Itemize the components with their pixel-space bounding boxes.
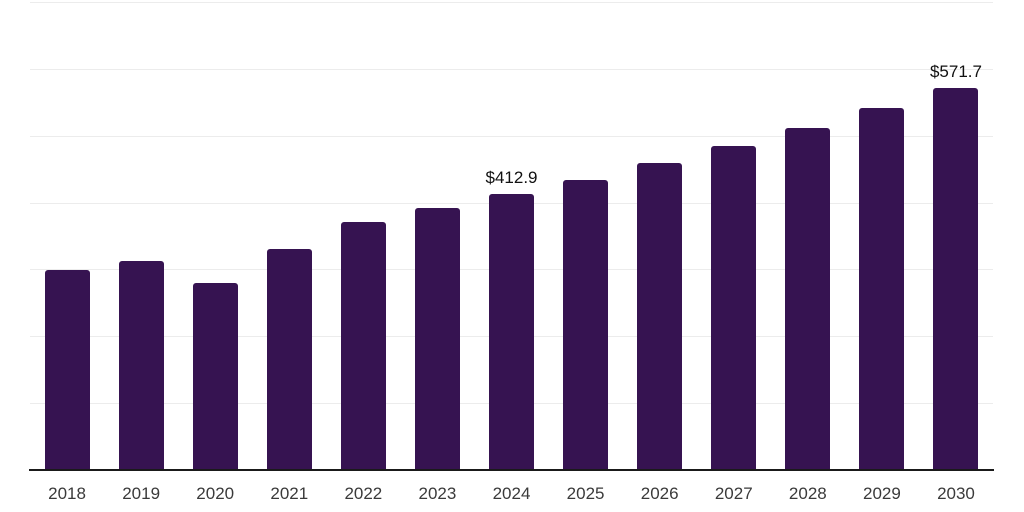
bar-2027 <box>711 145 757 470</box>
x-tick-label-2022: 2022 <box>344 484 383 503</box>
x-tick-label-2021: 2021 <box>270 484 309 503</box>
bar-2029 <box>859 107 905 470</box>
x-tick-label-2020: 2020 <box>196 484 235 503</box>
x-tick-label-2019: 2019 <box>122 484 161 503</box>
bar-value-label-2024: $412.9 <box>485 167 538 187</box>
bar-slot-2018 <box>30 2 104 470</box>
x-tick-label-2025: 2025 <box>566 484 605 503</box>
x-tick-label-2024: 2024 <box>492 484 531 503</box>
bar-slot-2025 <box>549 2 623 470</box>
bar-slot-2019 <box>104 2 178 470</box>
bar-2020 <box>192 282 238 470</box>
x-tick-label-2027: 2027 <box>714 484 753 503</box>
bar-value-label-2030: $571.7 <box>929 61 982 81</box>
gridline <box>30 68 993 70</box>
x-tick-label-2029: 2029 <box>862 484 901 503</box>
x-axis-line <box>29 469 994 471</box>
bar-slot-2020 <box>178 2 252 470</box>
bar-slot-2027 <box>697 2 771 470</box>
gridline <box>30 2 993 3</box>
plot-area: $412.9 $571.7 <box>30 2 993 470</box>
x-tick-label-2023: 2023 <box>418 484 457 503</box>
x-tick-label-2030: 2030 <box>937 484 975 503</box>
bar-2023 <box>414 207 460 470</box>
bars-row: $412.9 $571.7 <box>30 2 993 470</box>
x-axis-labels: 2018 2019 2020 2021 2022 2023 2024 2025 2026 2027… <box>30 484 993 504</box>
x-tick-label-2018: 2018 <box>48 484 86 503</box>
bar-2024 <box>489 193 534 470</box>
bar-2018 <box>44 270 90 470</box>
bar-slot-2022 <box>326 2 400 470</box>
gridline <box>30 135 993 137</box>
bar-2025 <box>563 179 609 470</box>
bar-2026 <box>637 163 683 470</box>
x-tick-label-2028: 2028 <box>788 484 827 503</box>
bar-2028 <box>785 127 831 470</box>
bar-slot-2028 <box>771 2 845 470</box>
bar-slot-2026 <box>623 2 697 470</box>
bar-slot-2029 <box>845 2 919 470</box>
bar-slot-2030: $571.7 <box>919 2 993 470</box>
bar-2021 <box>266 248 312 470</box>
bar-2030 <box>933 87 979 470</box>
bar-slot-2023 <box>400 2 474 470</box>
bar-2019 <box>118 261 164 470</box>
bar-slot-2021 <box>252 2 326 470</box>
bar-2022 <box>340 221 386 470</box>
x-tick-label-2026: 2026 <box>640 484 679 503</box>
bar-slot-2024: $412.9 <box>474 2 548 470</box>
